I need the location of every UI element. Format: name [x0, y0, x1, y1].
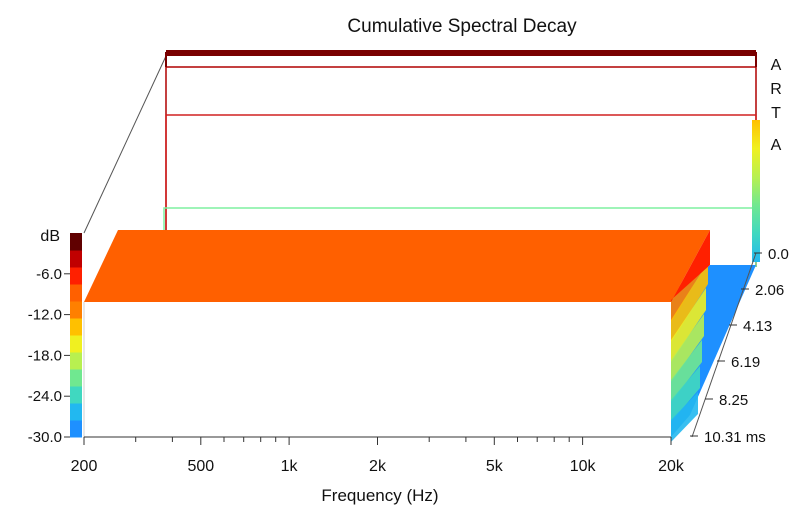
- chart-title: Cumulative Spectral Decay: [347, 16, 577, 37]
- x-tick-label: 5k: [486, 458, 504, 475]
- watermark-letter: T: [771, 105, 781, 122]
- color-scale-label: -12.0: [28, 307, 62, 324]
- color-scale-segment: [70, 267, 82, 285]
- db-color-scale: -6.0 -12.0 -18.0 -24.0 -30.0: [28, 233, 82, 446]
- decay-band: [671, 314, 704, 382]
- color-scale-label: -30.0: [28, 429, 62, 446]
- time-axis-line: [691, 252, 757, 438]
- color-scale-segment: [70, 301, 82, 319]
- front-slice-right-face: [671, 230, 710, 302]
- decay-band: [671, 262, 708, 342]
- decay-band: [671, 366, 700, 422]
- color-scale-segment: [70, 318, 82, 336]
- color-scale-segment: [70, 233, 82, 251]
- frequency-axis: 200 500 1k 2k 5k 10k 20k: [71, 436, 685, 475]
- x-tick-label: 200: [71, 458, 98, 475]
- time-axis-label: 10.31 ms: [704, 429, 766, 446]
- time-axis-label: 8.25: [719, 392, 748, 409]
- decay-band: [671, 288, 706, 362]
- time-axis: 0.0 2.06 4.13 6.19 8.25 10.31 ms: [690, 246, 789, 446]
- color-scale-label: -24.0: [28, 388, 62, 405]
- x-tick-label: 20k: [658, 458, 685, 475]
- color-scale-title: dB: [40, 228, 60, 245]
- time-side-wall: [671, 120, 760, 442]
- decay-band: [671, 340, 702, 402]
- x-tick-label: 1k: [281, 458, 299, 475]
- decay-band: [671, 392, 698, 442]
- color-scale-segment: [70, 369, 82, 387]
- decay-slice-edge: [165, 52, 757, 67]
- x-axis-label: Frequency (Hz): [321, 486, 438, 505]
- time-axis-label: 2.06: [755, 282, 784, 299]
- front-slice-top-face: [84, 230, 710, 302]
- side-wall-strip: [752, 120, 760, 262]
- time-axis-label: 6.19: [731, 354, 760, 371]
- color-scale-segment: [70, 420, 82, 438]
- color-scale-label: -18.0: [28, 347, 62, 364]
- time-axis-label: 0.0: [768, 246, 789, 263]
- x-tick-label: 2k: [369, 458, 387, 475]
- decay-slice-top-band: [166, 50, 756, 56]
- color-scale-segment: [70, 250, 82, 268]
- color-scale-segment: [70, 284, 82, 302]
- watermark-letter: A: [771, 57, 782, 74]
- x-tick-label: 10k: [570, 458, 597, 475]
- perspective-edge-line: [83, 55, 167, 234]
- color-scale-segment: [70, 335, 82, 353]
- watermark-letter: R: [770, 81, 782, 98]
- x-tick-label: 500: [187, 458, 214, 475]
- color-scale-segment: [70, 352, 82, 370]
- time-axis-label: 4.13: [743, 318, 772, 335]
- watermark-letter: A: [771, 137, 782, 154]
- front-decay-slice: [83, 230, 710, 437]
- color-scale-label: -6.0: [36, 266, 62, 283]
- color-scale-segment: [70, 403, 82, 421]
- front-slice-face: [84, 302, 671, 437]
- color-scale-segment: [70, 386, 82, 404]
